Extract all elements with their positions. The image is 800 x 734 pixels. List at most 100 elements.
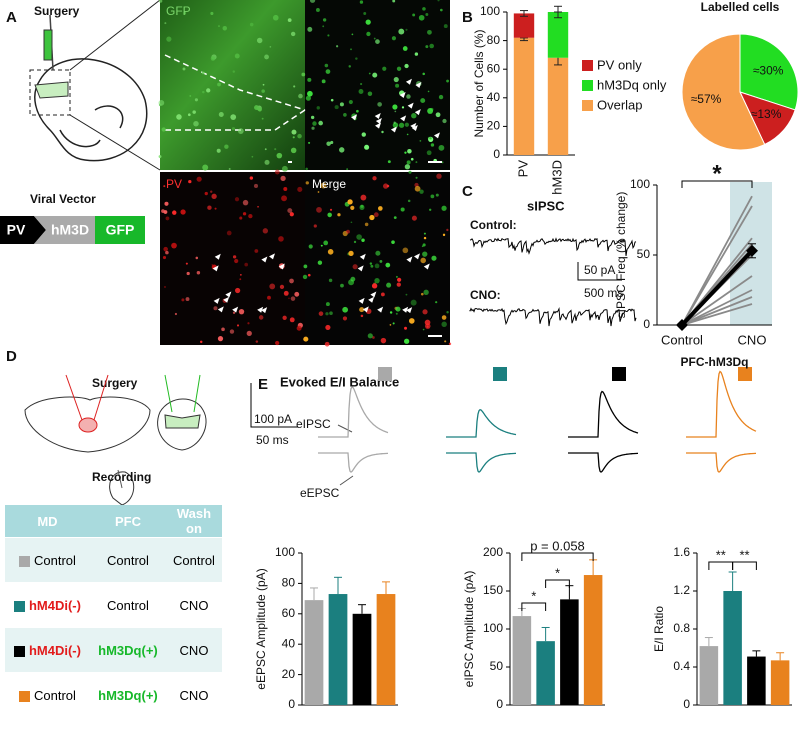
cell-dot <box>280 175 286 182</box>
cell-dot <box>262 228 269 234</box>
error-bar <box>554 5 562 12</box>
cell-dot <box>367 333 373 339</box>
arrowhead <box>390 126 397 133</box>
cell-dot <box>305 95 311 101</box>
scale-bar <box>577 262 622 281</box>
cell-dot <box>443 24 448 29</box>
cell-dot <box>369 262 373 265</box>
cell-dot <box>442 233 446 237</box>
cell-dot <box>199 340 203 344</box>
error-bar <box>310 587 318 601</box>
cell-dot <box>327 249 334 255</box>
cell-dot <box>317 260 323 265</box>
vector-pv <box>0 216 46 244</box>
cell-dot <box>287 208 293 214</box>
cell-dot <box>395 306 401 312</box>
mean-marker <box>746 244 758 257</box>
brain-sketch <box>24 374 207 506</box>
cell-dot <box>402 247 409 254</box>
cell-dot <box>189 95 192 97</box>
cell-dot <box>256 37 263 44</box>
cell-dot <box>414 52 419 56</box>
cell-dot <box>279 284 285 289</box>
cell-dot <box>425 12 429 16</box>
cell-dot <box>274 148 277 151</box>
cell-dot <box>371 283 378 289</box>
cell-dot <box>289 212 294 217</box>
md-site <box>78 417 98 433</box>
arrowhead <box>362 306 369 313</box>
error-bar <box>776 652 785 661</box>
cell-dot <box>232 70 236 73</box>
cell-dot <box>166 36 172 42</box>
region-outline <box>164 54 306 131</box>
sig-bracket <box>681 180 753 188</box>
cell-dot <box>290 31 296 37</box>
cell-dot <box>261 117 264 120</box>
cell-dot <box>242 199 249 206</box>
cell-dot <box>291 129 297 135</box>
cell-dot <box>330 98 334 102</box>
cell-dot <box>405 28 408 31</box>
cell-dot <box>254 105 259 110</box>
arrowhead <box>423 263 430 270</box>
y-axis-label: eIPSC Amplitude (pA) <box>462 571 476 688</box>
cell-dot <box>340 283 344 288</box>
panel-label: C <box>462 183 473 200</box>
cell-dot <box>316 106 320 110</box>
cell-dot <box>424 319 431 326</box>
cell-dot <box>414 185 421 192</box>
sig-label: ** <box>739 547 749 562</box>
group-swatch <box>378 367 392 381</box>
cell-dot <box>163 185 166 188</box>
table-cell: Control <box>89 537 166 583</box>
arrowhead <box>400 115 407 122</box>
cell-dot <box>318 120 323 126</box>
error-bar <box>704 637 713 647</box>
arrowhead <box>375 122 382 129</box>
cell-dot <box>347 199 353 205</box>
cell-dot <box>422 251 428 257</box>
cell-dot <box>196 176 202 182</box>
cell-dot <box>419 140 422 142</box>
chart-title: Labelled cells <box>701 0 780 14</box>
cell-dot <box>186 271 190 276</box>
y-tick-label: 60 <box>282 606 296 620</box>
cell-dot <box>372 72 378 78</box>
cell-dot <box>395 312 398 315</box>
cell-dot <box>393 216 397 220</box>
cell-dot <box>269 45 272 48</box>
cell-dot <box>206 88 211 93</box>
evoked-trace <box>318 386 389 438</box>
cell-dot <box>373 37 376 40</box>
trace-label: Control: <box>470 218 517 232</box>
evoked-trace <box>446 452 516 473</box>
sig-bracket <box>732 561 757 570</box>
cell-dot <box>327 212 332 218</box>
cell-dot <box>360 82 363 86</box>
table-header: PFC <box>89 505 166 538</box>
table-cell: CNO <box>166 582 222 628</box>
cell-dot <box>320 182 327 189</box>
vector-title: Viral Vector <box>30 192 96 206</box>
cell-dot <box>438 94 444 100</box>
cell-dot <box>383 183 389 189</box>
cell-dot <box>316 206 322 213</box>
arrowhead <box>278 263 285 270</box>
group-table: MD PFC Wash on Control Control Control hM4Di… <box>5 505 222 718</box>
cell-dot <box>393 76 399 83</box>
cell-dot <box>255 340 259 343</box>
cell-dot <box>375 39 380 44</box>
cell-line <box>681 205 753 326</box>
cell-dot <box>441 321 447 328</box>
cell-dot <box>317 191 320 193</box>
cell-dot <box>336 45 339 48</box>
evoked-trace <box>568 390 639 438</box>
cell-dot <box>224 144 229 149</box>
trace-label: eEPSC <box>300 486 340 500</box>
cell-dot <box>217 82 221 87</box>
y-tick-label: 100 <box>483 621 503 635</box>
cell-dot <box>262 83 265 86</box>
cell-dot <box>275 340 280 346</box>
cell-dot <box>379 259 383 263</box>
